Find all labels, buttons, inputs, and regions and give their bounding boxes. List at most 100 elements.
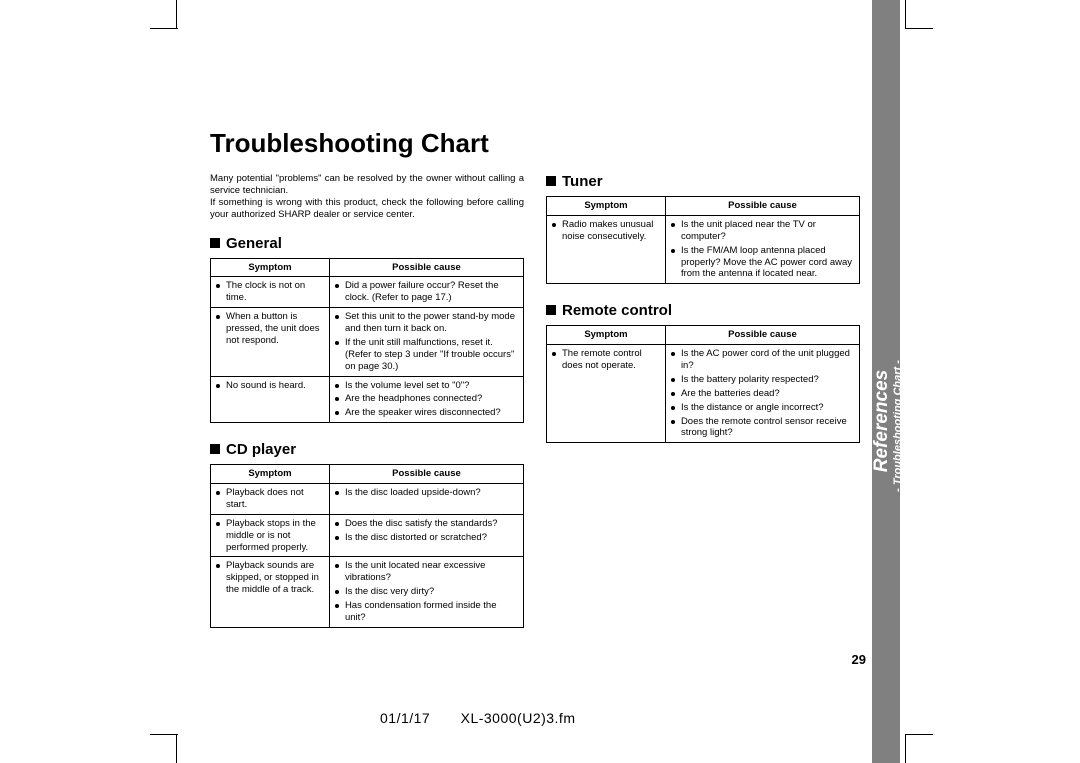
cause-text: Are the speaker wires disconnected? <box>335 407 518 419</box>
symptom-cell: Playback does not start. <box>211 484 330 515</box>
cause-cell: Set this unit to the power stand-by mode… <box>329 308 523 376</box>
crop-mark <box>905 734 933 735</box>
col-header-cause: Possible cause <box>665 197 859 216</box>
cause-text: Did a power failure occur? Reset the clo… <box>335 280 518 304</box>
table-row: Radio makes unusual noise consecutively.… <box>547 215 860 283</box>
cause-text: Is the unit located near excessive vibra… <box>335 560 518 584</box>
left-column: Many potential "problems" can be resolve… <box>210 173 524 646</box>
symptom-cell: The clock is not on time. <box>211 277 330 308</box>
cause-text: Is the battery polarity respected? <box>671 374 854 386</box>
manual-page: Troubleshooting Chart Many potential "pr… <box>0 0 1080 763</box>
cause-text: Has condensation formed inside the unit? <box>335 600 518 624</box>
content-area: Troubleshooting Chart Many potential "pr… <box>210 128 860 646</box>
cause-text: Is the unit placed near the TV or comput… <box>671 219 854 243</box>
symptom-cell: No sound is heard. <box>211 376 330 423</box>
table-tuner: Symptom Possible cause Radio makes unusu… <box>546 196 860 284</box>
cause-text: Is the distance or angle incorrect? <box>671 402 854 414</box>
intro-line-2: If something is wrong with this product,… <box>210 197 524 220</box>
section-heading-cd: CD player <box>210 441 524 458</box>
cause-text: Does the remote control sensor receive s… <box>671 416 854 440</box>
symptom-text: The remote control does not operate. <box>552 348 660 372</box>
cause-text: Is the volume level set to "0"? <box>335 380 518 392</box>
crop-mark <box>150 734 178 735</box>
table-row: Playback stops in the middle or is not p… <box>211 514 524 557</box>
crop-mark <box>905 28 933 29</box>
square-bullet-icon <box>210 238 220 248</box>
symptom-cell: When a button is pressed, the unit does … <box>211 308 330 376</box>
side-label-sub: - Troubleshooting Chart - <box>892 360 904 492</box>
col-header-cause: Possible cause <box>329 465 523 484</box>
symptom-text: When a button is pressed, the unit does … <box>216 311 324 347</box>
cause-cell: Is the AC power cord of the unit plugged… <box>665 345 859 443</box>
section-heading-remote: Remote control <box>546 302 860 319</box>
table-row: The remote control does not operate. Is … <box>547 345 860 443</box>
cause-text: Is the FM/AM loop antenna placed properl… <box>671 245 854 281</box>
col-header-cause: Possible cause <box>329 258 523 277</box>
table-remote: Symptom Possible cause The remote contro… <box>546 325 860 443</box>
cause-text: Is the disc loaded upside-down? <box>335 487 518 499</box>
symptom-text: Playback stops in the middle or is not p… <box>216 518 324 554</box>
col-header-symptom: Symptom <box>547 326 666 345</box>
square-bullet-icon <box>546 176 556 186</box>
section-title: Remote control <box>562 302 672 319</box>
cause-cell: Is the unit placed near the TV or comput… <box>665 215 859 283</box>
section-title: Tuner <box>562 173 603 190</box>
table-row: The clock is not on time. Did a power fa… <box>211 277 524 308</box>
table-row: Playback sounds are skipped, or stopped … <box>211 557 524 627</box>
cause-text: If the unit still malfunctions, reset it… <box>335 337 518 373</box>
symptom-cell: Playback sounds are skipped, or stopped … <box>211 557 330 627</box>
section-heading-tuner: Tuner <box>546 173 860 190</box>
table-header-row: Symptom Possible cause <box>547 197 860 216</box>
col-header-symptom: Symptom <box>211 258 330 277</box>
footer-filename: XL-3000(U2)3.fm <box>461 710 576 726</box>
crop-mark <box>176 735 177 763</box>
page-number: 29 <box>852 652 866 667</box>
square-bullet-icon <box>210 444 220 454</box>
symptom-text: No sound is heard. <box>216 380 324 392</box>
symptom-text: Playback sounds are skipped, or stopped … <box>216 560 324 596</box>
table-cd: Symptom Possible cause Playback does not… <box>210 464 524 628</box>
cause-cell: Is the unit located near excessive vibra… <box>329 557 523 627</box>
table-row: Playback does not start. Is the disc loa… <box>211 484 524 515</box>
symptom-cell: The remote control does not operate. <box>547 345 666 443</box>
side-tab-text: References - Troubleshooting Chart - <box>876 320 896 580</box>
symptom-text: The clock is not on time. <box>216 280 324 304</box>
crop-mark <box>905 735 906 763</box>
cause-cell: Is the volume level set to "0"? Are the … <box>329 376 523 423</box>
crop-mark <box>176 0 177 28</box>
col-header-symptom: Symptom <box>211 465 330 484</box>
symptom-cell: Radio makes unusual noise consecutively. <box>547 215 666 283</box>
cause-text: Is the disc distorted or scratched? <box>335 532 518 544</box>
cause-text: Set this unit to the power stand-by mode… <box>335 311 518 335</box>
two-column-layout: Many potential "problems" can be resolve… <box>210 173 860 646</box>
side-label-main: References <box>871 370 893 472</box>
cause-cell: Does the disc satisfy the standards? Is … <box>329 514 523 557</box>
table-general: Symptom Possible cause The clock is not … <box>210 258 524 424</box>
col-header-cause: Possible cause <box>665 326 859 345</box>
cause-text: Are the batteries dead? <box>671 388 854 400</box>
cause-text: Does the disc satisfy the standards? <box>335 518 518 530</box>
table-row: No sound is heard. Is the volume level s… <box>211 376 524 423</box>
table-header-row: Symptom Possible cause <box>547 326 860 345</box>
symptom-text: Playback does not start. <box>216 487 324 511</box>
right-column: Tuner Symptom Possible cause Radio makes… <box>546 173 860 646</box>
section-title: CD player <box>226 441 296 458</box>
footer: 01/1/17 XL-3000(U2)3.fm <box>380 710 602 726</box>
cause-text: Is the AC power cord of the unit plugged… <box>671 348 854 372</box>
table-header-row: Symptom Possible cause <box>211 258 524 277</box>
cause-cell: Did a power failure occur? Reset the clo… <box>329 277 523 308</box>
crop-mark <box>905 0 906 28</box>
table-header-row: Symptom Possible cause <box>211 465 524 484</box>
symptom-cell: Playback stops in the middle or is not p… <box>211 514 330 557</box>
table-row: When a button is pressed, the unit does … <box>211 308 524 376</box>
col-header-symptom: Symptom <box>547 197 666 216</box>
cause-text: Is the disc very dirty? <box>335 586 518 598</box>
cause-text: Are the headphones connected? <box>335 393 518 405</box>
section-heading-general: General <box>210 235 524 252</box>
square-bullet-icon <box>546 305 556 315</box>
footer-date: 01/1/17 <box>380 710 430 726</box>
page-title: Troubleshooting Chart <box>210 128 860 159</box>
intro-paragraph: Many potential "problems" can be resolve… <box>210 173 524 221</box>
symptom-text: Radio makes unusual noise consecutively. <box>552 219 660 243</box>
section-title: General <box>226 235 282 252</box>
